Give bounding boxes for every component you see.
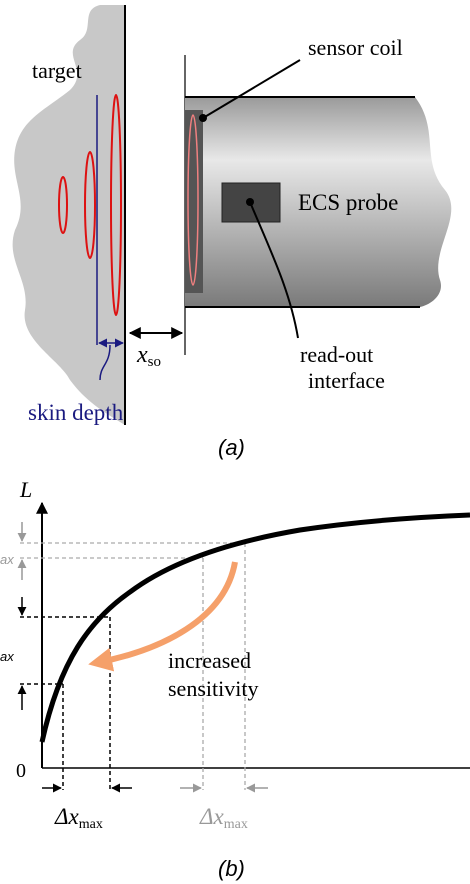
readout-dot bbox=[246, 198, 254, 206]
cut-label: ax bbox=[0, 552, 14, 567]
distance-label: xso bbox=[136, 342, 161, 370]
distance-subscript: so bbox=[148, 354, 161, 370]
caption: (b) bbox=[218, 856, 245, 881]
cut-label: ax bbox=[0, 649, 14, 664]
delta-x-subscript: max bbox=[224, 817, 248, 832]
delta-x-label: Δxmax bbox=[54, 804, 103, 832]
curve bbox=[42, 515, 470, 742]
delta-x-label: Δxmax bbox=[199, 804, 248, 832]
readout-label: read-out bbox=[300, 342, 373, 367]
delta-x-symbol: Δx bbox=[54, 804, 79, 829]
origin-label: 0 bbox=[16, 760, 26, 782]
annotation: increased bbox=[168, 648, 251, 673]
coil-dot bbox=[199, 114, 207, 122]
skin-depth-label: skin depth bbox=[28, 400, 124, 425]
probe-label: ECS probe bbox=[298, 190, 398, 215]
panel-b: ax ax L 0 increased sensitivity Δxmax Δx… bbox=[0, 477, 470, 881]
annotation: sensitivity bbox=[168, 676, 258, 701]
y-axis-label: L bbox=[19, 477, 32, 502]
figure: target sensor coil ECS probe read-out in… bbox=[0, 0, 470, 884]
caption: (a) bbox=[218, 435, 245, 460]
target-label: target bbox=[32, 58, 82, 83]
coil-label: sensor coil bbox=[308, 35, 403, 60]
guides-near bbox=[20, 617, 110, 790]
distance-symbol: x bbox=[136, 342, 148, 368]
panel-a: target sensor coil ECS probe read-out in… bbox=[13, 5, 452, 460]
delta-x-subscript: max bbox=[79, 817, 103, 832]
delta-x-symbol: Δx bbox=[199, 804, 224, 829]
readout-label: interface bbox=[308, 368, 385, 393]
sensitivity-arrow bbox=[100, 562, 235, 662]
